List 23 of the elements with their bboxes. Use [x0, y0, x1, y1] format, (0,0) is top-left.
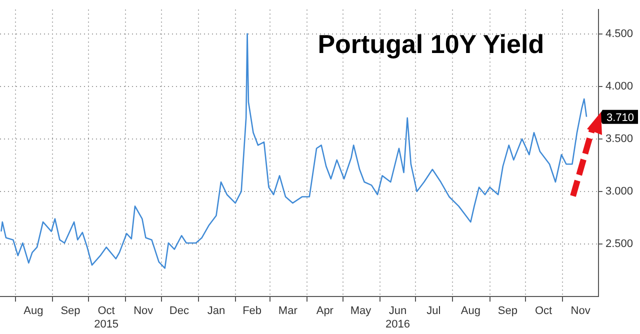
y-tick-label: 3.000	[605, 186, 634, 198]
x-tick-label: Dec	[169, 305, 190, 318]
x-tick-label: Nov	[570, 305, 591, 318]
y-tick-label: 2.500	[605, 238, 634, 250]
y-tick-label: 4.000	[605, 80, 634, 92]
y-tick-label: 3.500	[605, 132, 634, 145]
x-tick-label: Aug	[24, 305, 44, 318]
x-tick-label: Jul	[426, 305, 441, 318]
x-tick-label: Sep	[60, 305, 80, 318]
text: Portugal 10Y Yield	[318, 29, 544, 60]
x-tick-label: Jan	[207, 305, 226, 318]
x-tick-label: Apr	[316, 305, 334, 318]
x-tick-label: Oct 2015	[94, 305, 119, 330]
y-tick-label: 4.500	[605, 28, 634, 40]
x-tick-label: Aug	[460, 305, 480, 318]
x-tick-label: Oct	[534, 305, 552, 318]
x-tick-label: Sep	[498, 305, 518, 318]
x-tick-label: Jun 2016	[386, 305, 410, 330]
x-tick-label: Feb	[242, 305, 262, 318]
x-tick-label: May	[350, 305, 372, 318]
x-tick-label: Nov	[134, 305, 154, 318]
x-tick-label: Mar	[278, 305, 298, 318]
text: 3.710	[606, 112, 634, 124]
